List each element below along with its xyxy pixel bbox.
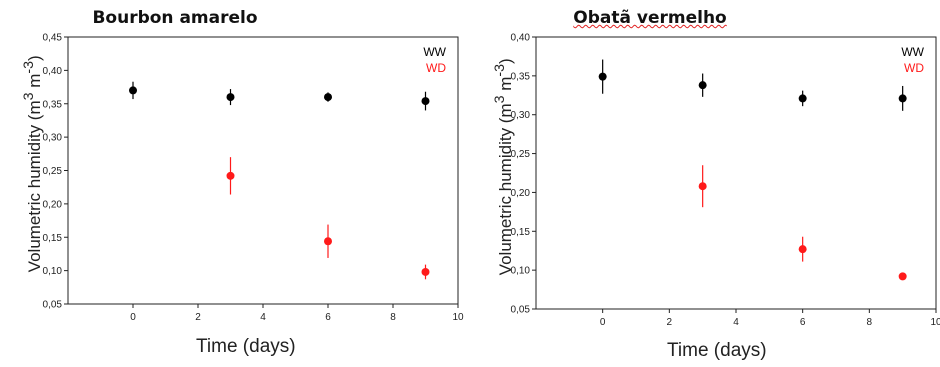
y-tick-label: 0,30 (511, 110, 531, 121)
y-tick-label: 0,25 (43, 166, 63, 177)
data-point (798, 245, 807, 254)
y-axis-label: Volumetric humidity (m3 m-3) (21, 55, 44, 273)
x-tick-label: 8 (390, 312, 396, 323)
y-tick-label: 0,20 (43, 199, 63, 210)
x-axis-label: Time (days) (667, 340, 767, 361)
y-tick-label: 0,10 (43, 266, 63, 277)
data-point (421, 267, 430, 276)
chart-panel-obata: Obatã vermelho 0,05 0,10 0,15 0,20 0,25 0,30 0… (470, 0, 940, 367)
x-tick-label: 2 (195, 312, 201, 323)
x-tick-label: 4 (260, 312, 266, 323)
legend-label: WW (423, 45, 446, 59)
x-axis-label: Time (days) (196, 336, 296, 357)
chart-title-text: Obatã vermelho (573, 8, 727, 28)
y-tick-label: 0,25 (511, 149, 531, 160)
data-point (421, 97, 430, 106)
y-tick-label: 0,45 (43, 33, 63, 44)
x-tick-label: 6 (325, 312, 331, 323)
x-tick-label: 2 (667, 317, 673, 328)
data-point (898, 94, 907, 103)
y-tick-label: 0,15 (43, 233, 63, 244)
y-tick-label: 0,40 (43, 66, 63, 77)
data-point (698, 182, 707, 191)
y-tick-label: 0,05 (511, 305, 531, 316)
data-point (324, 93, 332, 102)
legend-label: WW (901, 45, 924, 59)
data-point (226, 93, 235, 102)
chart-plot: 0,05 0,10 0,15 0,20 0,25 0,30 0,35 0,40 0,45 0 2 4 6… (43, 33, 464, 324)
data-point (129, 86, 137, 95)
chart-title: Obatã vermelho (485, 8, 815, 28)
x-tick-label: 8 (867, 317, 873, 328)
y-tick-label: 0,30 (43, 133, 63, 144)
y-tick-label: 0,20 (511, 188, 531, 199)
x-tick-label: 6 (800, 317, 806, 328)
legend-label: WD (426, 61, 446, 75)
plot-frame (535, 36, 937, 310)
y-axis-label: Volumetric humidity (m3 m-3) (492, 58, 515, 276)
x-tick-label: 10 (930, 317, 940, 328)
y-tick-label: 0,05 (43, 300, 63, 311)
chart-plot: 0,05 0,10 0,15 0,20 0,25 0,30 0,35 0,40 0 2 4 6 8 10 W… (511, 33, 940, 329)
data-point (324, 237, 332, 246)
data-point (598, 72, 607, 81)
data-point (898, 272, 907, 281)
y-tick-label: 0,15 (511, 227, 531, 238)
y-tick-label: 0,40 (511, 33, 531, 44)
chart-panel-bourbon: Bourbon amarelo 0,05 0,10 0,15 0,20 0,25 0,30… (21, 8, 464, 357)
legend-label: WD (904, 61, 924, 75)
data-point (698, 81, 707, 90)
x-tick-label: 0 (600, 317, 606, 328)
chart-title: Bourbon amarelo (92, 8, 258, 28)
plot-frame (67, 36, 459, 305)
x-tick-label: 10 (452, 312, 464, 323)
x-tick-label: 4 (733, 317, 739, 328)
y-tick-label: 0,10 (511, 266, 531, 277)
x-tick-label: 0 (130, 312, 136, 323)
data-point (798, 94, 807, 103)
y-tick-label: 0,35 (511, 71, 531, 82)
data-point (226, 171, 235, 180)
y-tick-label: 0,35 (43, 99, 63, 110)
